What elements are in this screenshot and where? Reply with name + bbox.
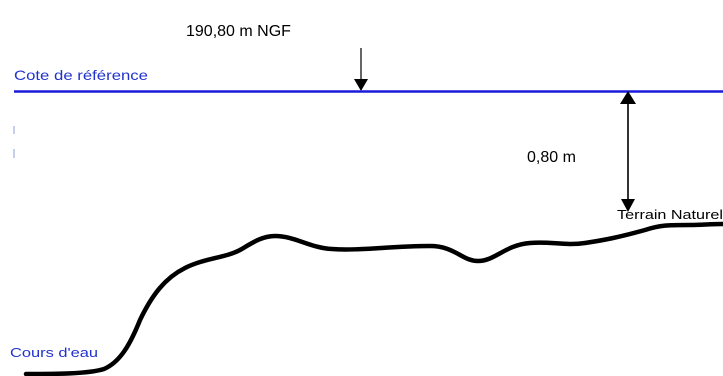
watercourse-label: Cours d'eau [10, 345, 98, 360]
reference-level-value: 190,80 m NGF [186, 23, 291, 40]
ground-profile-line [23, 221, 723, 376]
height-difference-label: 0,80 m [527, 149, 576, 166]
natural-ground-label: Terrain Naturel [617, 207, 723, 222]
reference-pointer-arrow [354, 48, 368, 91]
reference-line-label: Cote de référence [14, 67, 148, 83]
height-dimension-arrow [620, 91, 636, 212]
